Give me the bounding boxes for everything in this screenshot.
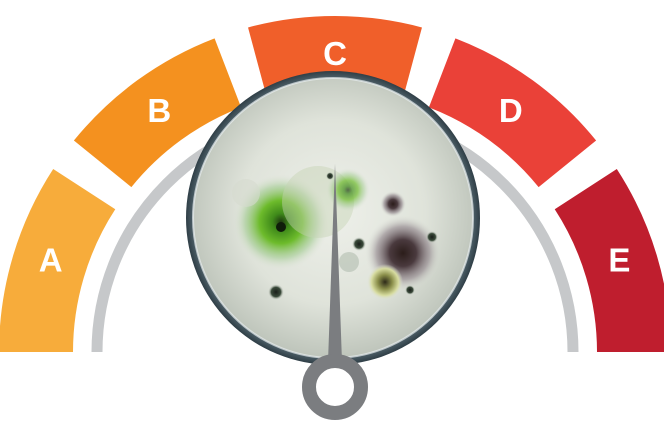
segment-label-c: C — [323, 35, 347, 72]
segment-label-d: D — [499, 92, 523, 129]
petri-dish-icon — [186, 71, 480, 365]
segment-e — [554, 169, 664, 352]
segment-label-a: A — [39, 242, 63, 279]
rating-segments: A B C D E — [0, 15, 664, 352]
segment-b — [73, 38, 242, 188]
needle-hub-ring — [302, 354, 368, 420]
segment-label-b: B — [147, 92, 171, 129]
segment-d — [428, 38, 597, 188]
segment-label-e: E — [608, 242, 630, 279]
segment-a — [0, 169, 116, 352]
gauge-needle — [302, 164, 368, 420]
needle-pointer — [328, 164, 342, 362]
